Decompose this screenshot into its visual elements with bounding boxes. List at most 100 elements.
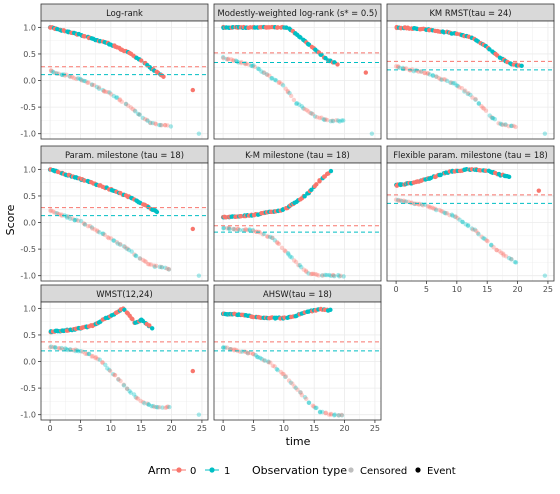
- point-event: [536, 188, 542, 193]
- point-censored: [439, 77, 444, 82]
- point-censored: [422, 70, 428, 76]
- point-censored: [312, 114, 318, 119]
- y-tick-label: -1.0: [20, 272, 36, 281]
- point-censored: [224, 56, 229, 62]
- point-censored: [393, 64, 399, 69]
- point-censored: [239, 59, 244, 65]
- point-censored: [70, 74, 75, 79]
- point-censored: [72, 218, 77, 223]
- point-censored: [251, 351, 256, 357]
- point-censored: [323, 117, 328, 122]
- point-censored: [111, 238, 116, 243]
- point-censored: [297, 102, 302, 107]
- point-censored: [231, 58, 237, 63]
- point-censored: [229, 57, 234, 62]
- point-censored: [319, 115, 324, 120]
- point-censored: [63, 346, 68, 351]
- point-censored: [135, 396, 141, 401]
- point-censored: [100, 87, 106, 93]
- point-censored: [448, 80, 453, 85]
- point-censored: [428, 205, 433, 210]
- point-censored: [460, 219, 465, 225]
- x-tick-label: 10: [452, 285, 462, 294]
- point-censored: [137, 256, 143, 261]
- point-censored: [253, 352, 258, 358]
- point-censored: [117, 242, 123, 247]
- point-censored: [49, 344, 54, 349]
- point-censored: [337, 119, 342, 124]
- y-tick-label: -1.0: [20, 411, 36, 420]
- point-censored: [491, 245, 496, 250]
- point-censored: [128, 390, 133, 395]
- point-censored: [230, 58, 236, 63]
- x-tick-label: 5: [78, 424, 83, 433]
- point-censored: [396, 198, 401, 203]
- point-censored: [470, 95, 475, 100]
- point-censored: [328, 119, 334, 124]
- point-event: [190, 87, 196, 93]
- legend-event-marker: [415, 467, 421, 473]
- point-censored: [154, 263, 159, 269]
- point-censored: [82, 221, 87, 227]
- point-censored: [114, 95, 120, 100]
- point-censored: [146, 402, 152, 408]
- point-censored: [489, 242, 494, 248]
- x-tick-label: 0: [394, 285, 399, 294]
- point-censored: [288, 380, 294, 385]
- point-censored: [92, 227, 97, 232]
- point-censored: [100, 231, 105, 236]
- point-censored: [153, 121, 159, 127]
- point-censored: [265, 234, 271, 239]
- point-censored: [330, 272, 336, 278]
- point-censored: [159, 122, 164, 128]
- point-censored: [107, 90, 112, 95]
- point-censored: [150, 403, 156, 409]
- point-censored: [465, 222, 471, 228]
- point-censored: [108, 236, 114, 241]
- point-censored: [317, 115, 322, 121]
- point-censored: [123, 101, 129, 107]
- point-censored: [223, 345, 228, 350]
- point-censored: [137, 256, 143, 261]
- point-censored: [503, 122, 508, 127]
- point-censored: [261, 231, 267, 237]
- point-censored: [498, 121, 503, 126]
- point-censored: [308, 110, 313, 116]
- point-censored: [163, 265, 168, 270]
- point-censored: [434, 207, 439, 213]
- point-censored: [490, 115, 496, 121]
- point-censored: [268, 360, 273, 365]
- point-censored: [226, 226, 231, 231]
- point-censored: [513, 260, 519, 265]
- point-censored: [137, 112, 142, 117]
- point-censored: [320, 409, 325, 415]
- point-censored: [542, 131, 548, 136]
- point-censored: [160, 405, 165, 410]
- point-censored: [52, 210, 57, 215]
- point-censored: [285, 251, 291, 256]
- point-censored: [264, 234, 270, 239]
- point-censored: [247, 228, 252, 233]
- point-censored: [293, 259, 299, 265]
- point-censored: [59, 72, 65, 77]
- legend-arm-1-key: [205, 467, 219, 473]
- point-censored: [262, 358, 268, 363]
- point-censored: [100, 360, 105, 365]
- point-censored: [96, 85, 102, 90]
- point-censored: [259, 69, 264, 74]
- point-censored: [157, 122, 162, 128]
- point-censored: [310, 271, 315, 277]
- point-censored: [336, 413, 342, 418]
- point-censored: [48, 208, 53, 213]
- point-censored: [227, 226, 232, 232]
- point-censored: [282, 248, 287, 253]
- point-censored: [269, 76, 274, 81]
- point-censored: [48, 68, 54, 73]
- point-censored: [81, 78, 87, 84]
- plot-background: [41, 21, 208, 139]
- point-censored: [266, 360, 271, 365]
- point-censored: [276, 80, 282, 85]
- point-censored: [433, 206, 438, 211]
